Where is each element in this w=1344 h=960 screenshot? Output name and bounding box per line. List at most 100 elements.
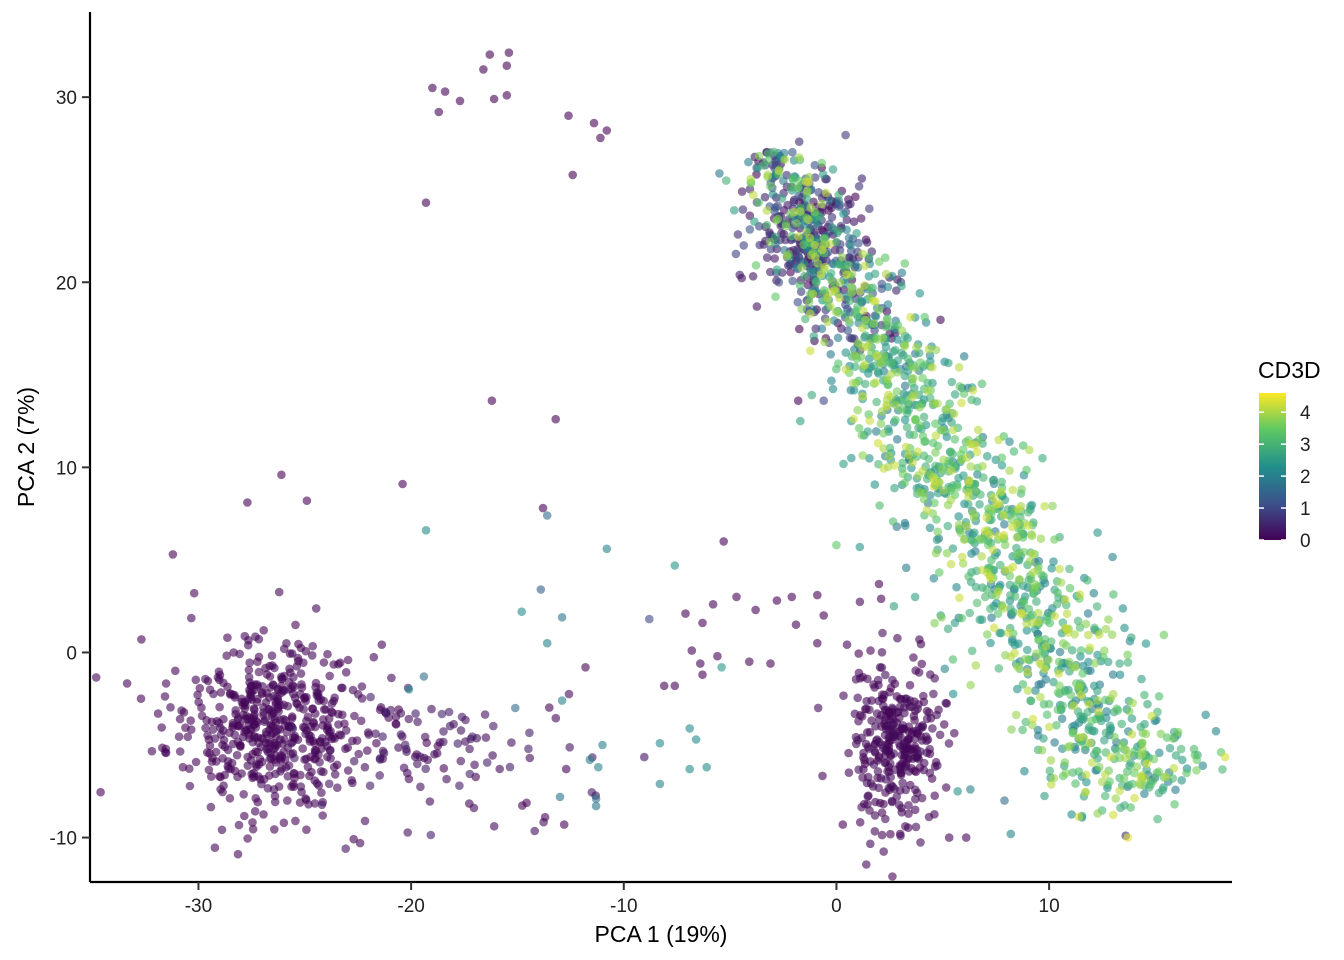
scatter-point xyxy=(259,626,269,635)
scatter-point xyxy=(869,680,878,689)
scatter-point xyxy=(334,659,343,669)
scatter-point xyxy=(396,709,406,718)
scatter-point xyxy=(931,548,941,558)
scatter-point xyxy=(894,800,904,810)
scatter-point xyxy=(489,822,499,831)
scatter-point xyxy=(1124,707,1134,716)
scatter-point xyxy=(851,675,861,684)
scatter-point xyxy=(890,461,899,470)
scatter-point xyxy=(1022,619,1031,629)
scatter-point xyxy=(908,392,917,402)
scatter-point xyxy=(354,749,364,759)
scatter-point xyxy=(1013,684,1022,694)
scatter-point xyxy=(930,498,939,508)
scatter-point xyxy=(1100,736,1109,745)
scatter-point xyxy=(488,751,497,760)
scatter-point xyxy=(1008,637,1017,647)
scatter-point xyxy=(820,262,830,272)
scatter-point xyxy=(525,753,535,763)
scatter-point xyxy=(323,649,332,659)
scatter-point xyxy=(721,176,731,185)
scatter-point xyxy=(864,252,874,262)
scatter-point xyxy=(207,772,216,781)
scatter-point xyxy=(874,305,884,315)
scatter-point xyxy=(821,188,831,198)
scatter-point xyxy=(1076,690,1086,700)
scatter-point xyxy=(988,545,998,555)
scatter-point xyxy=(243,834,252,843)
scatter-point xyxy=(350,711,359,721)
scatter-point xyxy=(900,415,910,425)
scatter-point xyxy=(861,315,870,325)
scatter-point xyxy=(245,658,254,667)
scatter-point xyxy=(939,486,948,495)
scatter-point xyxy=(937,464,947,474)
scatter-point xyxy=(828,165,838,174)
scatter-point xyxy=(898,469,908,479)
scatter-point xyxy=(997,461,1007,470)
scatter-point xyxy=(1074,812,1084,822)
scatter-point xyxy=(908,458,917,467)
scatter-point xyxy=(978,461,987,471)
scatter-point xyxy=(468,732,477,741)
scatter-point xyxy=(931,461,940,471)
scatter-point xyxy=(261,663,270,673)
scatter-point xyxy=(883,282,893,292)
scatter-point xyxy=(283,796,292,805)
scatter-point xyxy=(760,192,770,202)
scatter-point xyxy=(896,404,906,414)
scatter-point xyxy=(937,613,946,622)
scatter-point xyxy=(888,675,897,685)
scatter-point xyxy=(502,61,512,70)
scatter-point xyxy=(1007,725,1016,734)
scatter-point xyxy=(873,767,883,776)
scatter-point xyxy=(894,707,903,717)
x-tick-label: -30 xyxy=(185,896,212,917)
scatter-point xyxy=(871,312,881,321)
scatter-point xyxy=(215,772,224,781)
scatter-point xyxy=(750,217,759,226)
scatter-point xyxy=(465,744,474,754)
scatter-point xyxy=(920,437,929,446)
scatter-point xyxy=(864,410,873,419)
scatter-point xyxy=(1132,762,1142,771)
scatter-point xyxy=(841,130,850,140)
scatter-point xyxy=(283,772,293,781)
scatter-point xyxy=(259,810,268,819)
scatter-point xyxy=(834,226,843,236)
scatter-point xyxy=(829,316,839,325)
scatter-point xyxy=(187,613,196,623)
scatter-point xyxy=(810,240,820,250)
scatter-point xyxy=(845,296,855,306)
scatter-point xyxy=(243,761,253,770)
scatter-point xyxy=(946,447,956,457)
scatter-point xyxy=(968,536,977,546)
scatter-point xyxy=(931,345,941,355)
scatter-point xyxy=(157,723,166,732)
scatter-point xyxy=(909,711,919,721)
scatter-point xyxy=(1055,647,1065,657)
scatter-point xyxy=(366,692,375,702)
scatter-point xyxy=(865,454,874,463)
scatter-point xyxy=(988,476,998,485)
scatter-point xyxy=(912,342,921,352)
scatter-point xyxy=(871,378,880,387)
scatter-point xyxy=(248,737,258,747)
scatter-point xyxy=(858,392,867,401)
scatter-point xyxy=(939,720,949,729)
scatter-point xyxy=(685,764,694,774)
scatter-point xyxy=(136,694,146,703)
scatter-point xyxy=(854,423,864,433)
scatter-point xyxy=(183,732,193,742)
scatter-point xyxy=(901,442,911,452)
scatter-point xyxy=(581,663,590,672)
scatter-point xyxy=(924,454,933,464)
scatter-point xyxy=(925,768,935,778)
scatter-point xyxy=(906,745,915,755)
scatter-point xyxy=(900,381,910,391)
scatter-point xyxy=(1123,767,1132,776)
scatter-point xyxy=(877,648,887,657)
scatter-point xyxy=(1024,508,1033,517)
scatter-point xyxy=(885,443,895,453)
scatter-point xyxy=(887,796,897,806)
